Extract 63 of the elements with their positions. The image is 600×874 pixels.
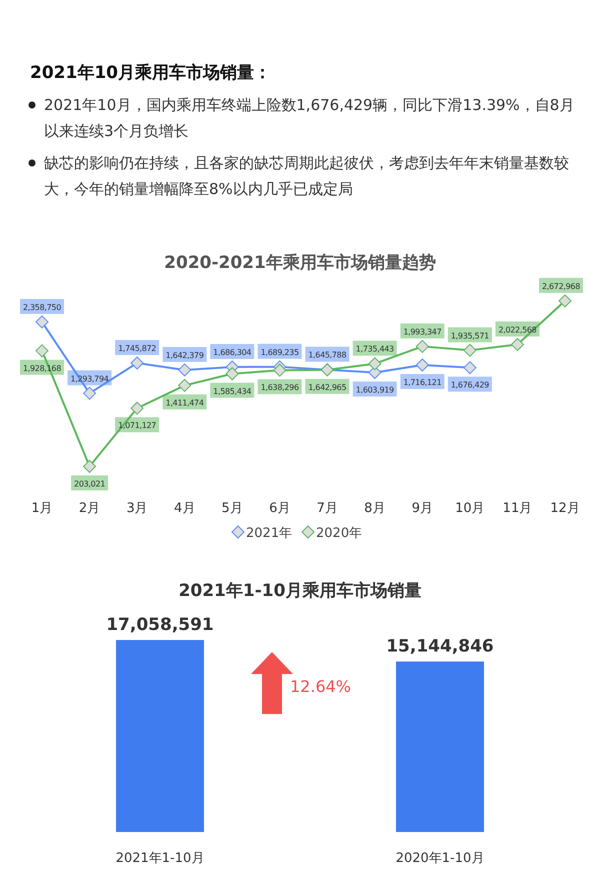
point — [416, 340, 429, 353]
data-label: 1,686,304 — [213, 348, 252, 358]
x-tick-label: 5月 — [222, 501, 243, 516]
data-label: 1,642,965 — [308, 382, 346, 392]
data-label: 1,638,296 — [260, 383, 299, 392]
point — [83, 460, 96, 473]
annotation: 12.64% — [290, 677, 352, 696]
x-tick-label: 9月 — [412, 501, 434, 516]
x-tick-label: 8月 — [364, 501, 386, 516]
data-label: 1,645,788 — [308, 350, 346, 360]
point — [36, 344, 48, 358]
x-tick-label: 2020年1-10月 — [396, 851, 484, 866]
data-label: 1,293,794 — [70, 374, 109, 384]
point — [463, 361, 476, 374]
data-label: 1,411,474 — [166, 398, 204, 408]
point — [226, 367, 239, 380]
legend-label: 2020年 — [316, 526, 362, 541]
x-tick-label: 3月 — [126, 501, 148, 516]
data-label: 1,928,168 — [22, 364, 62, 373]
x-tick-label: 7月 — [316, 501, 338, 516]
data-label: 1,935,571 — [450, 331, 490, 340]
data-label: 203,021 — [74, 479, 106, 488]
data-label: 1,689,235 — [260, 348, 299, 357]
point — [510, 338, 524, 351]
point — [130, 356, 144, 370]
point — [178, 378, 192, 392]
x-tick-label: 6月 — [269, 501, 290, 516]
data-label: 1,676,429 — [450, 380, 490, 390]
x-tick-label: 11月 — [502, 501, 532, 516]
x-tick-label: 12月 — [550, 501, 580, 516]
legend-label: 2021年 — [246, 526, 292, 541]
text: 2021年10月乘用车市场销量： — [30, 63, 271, 83]
data-label: 2,022,568 — [498, 325, 537, 334]
data-label: 1,993,347 — [403, 327, 442, 336]
data-label: 1,716,121 — [403, 378, 442, 388]
point — [558, 294, 572, 308]
data-label: 1,642,379 — [166, 350, 204, 360]
chart-title: 2021年1-10月乘用车市场销量 — [178, 581, 422, 601]
data-label: 2,358,750 — [22, 302, 62, 312]
point — [273, 364, 286, 377]
data-label: 17,058,591 — [106, 615, 214, 635]
point — [178, 363, 192, 376]
x-tick-label: 10月 — [455, 501, 485, 516]
data-label: 1,603,919 — [356, 386, 394, 395]
chart-title: 2020-2021年乘用车市场销量趋势 — [164, 253, 436, 273]
point — [416, 358, 429, 372]
data-label: 1,735,443 — [356, 344, 394, 354]
point — [36, 315, 48, 328]
x-tick-label: 1月 — [31, 501, 53, 516]
text: 缺芯的影响仍在持续，且各家的缺芯周期此起彼伏，考虑到去年年末销量基数较大，今年的销量增幅降至8%以内几乎已成定局 — [44, 154, 569, 198]
data-label: 1,071,127 — [118, 421, 156, 430]
point — [368, 357, 382, 370]
data-label: 1,745,872 — [118, 344, 156, 354]
data-label: 1,585,434 — [213, 386, 252, 396]
x-tick-label: 4月 — [174, 501, 196, 516]
data-label: 2,672,968 — [542, 282, 580, 291]
point — [463, 344, 476, 357]
point — [83, 386, 96, 400]
text: 2021年10月，国内乘用车终端上险数1,676,429辆，同比下滑13.39%，自8月以来连续3个月负增长 — [44, 96, 574, 140]
x-tick-label: 2021年1-10月 — [116, 851, 204, 866]
data-label: 15,144,846 — [386, 636, 494, 657]
point — [130, 402, 144, 415]
x-tick-label: 2月 — [78, 501, 100, 516]
